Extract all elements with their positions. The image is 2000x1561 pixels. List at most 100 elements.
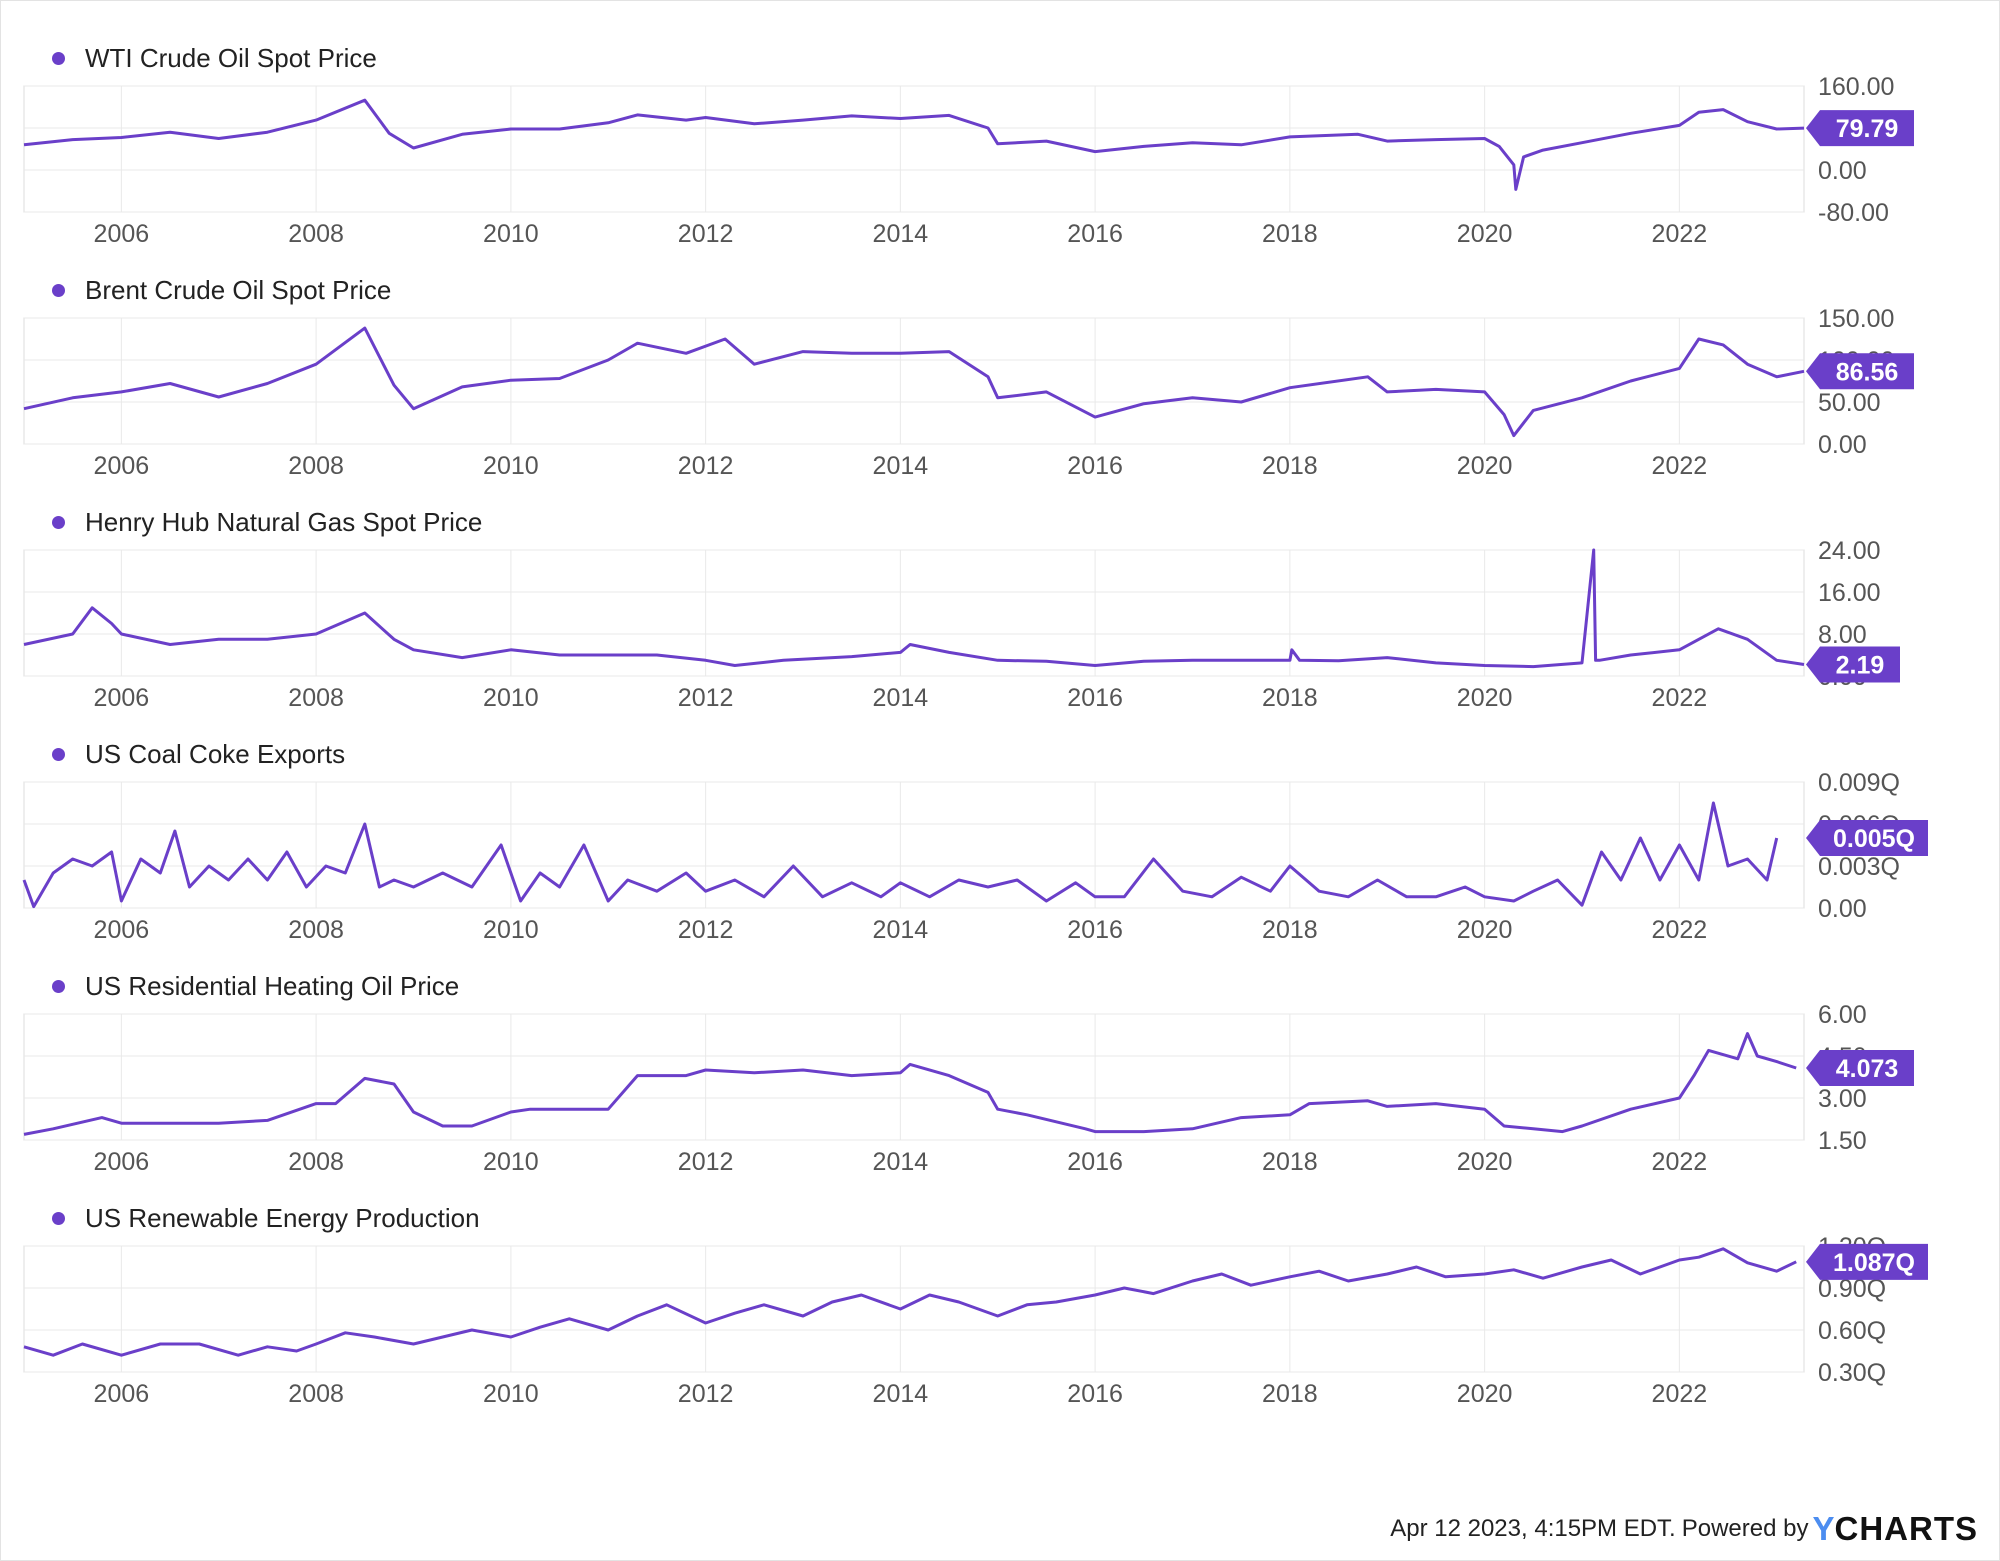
legend[interactable]: WTI Crude Oil Spot Price (52, 38, 377, 78)
y-tick-label: 150.00 (1818, 305, 1894, 333)
y-tick-label: 0.00 (1818, 157, 1867, 185)
badge-value: 0.005Q (1833, 825, 1915, 853)
last-value-badge: 1.087Q (1806, 1243, 1928, 1280)
series-line[interactable] (23, 548, 1805, 669)
badge-shape (1806, 820, 1928, 856)
x-tick-label: 2010 (483, 1148, 539, 1176)
x-tick-label: 2020 (1457, 1148, 1513, 1176)
x-tick-label: 2006 (94, 1148, 150, 1176)
y-tick-label: 0.60Q (1818, 1317, 1886, 1345)
legend[interactable]: US Renewable Energy Production (52, 1198, 480, 1238)
chart-panel-6: US Renewable Energy Production1.20Q0.90Q… (0, 1198, 2000, 1430)
x-tick-label: 2012 (678, 1148, 734, 1176)
x-tick-label: 2012 (678, 916, 734, 944)
x-tick-label: 2022 (1652, 684, 1708, 712)
legend[interactable]: Henry Hub Natural Gas Spot Price (52, 502, 482, 542)
badge-shape (1806, 1243, 1928, 1280)
legend-series-name: Henry Hub Natural Gas Spot Price (85, 506, 483, 537)
legend[interactable]: US Coal Coke Exports (52, 734, 345, 774)
x-tick-label: 2014 (873, 452, 929, 480)
ycharts-logo-y[interactable]: Y (1812, 1510, 1835, 1547)
x-tick-label: 2020 (1457, 220, 1513, 248)
y-tick-label: 16.00 (1818, 579, 1881, 607)
x-tick-label: 2016 (1067, 452, 1123, 480)
x-tick-label: 2006 (94, 1380, 150, 1408)
chart-panel-4: US Coal Coke Exports0.009Q0.006Q0.003Q0.… (0, 734, 2000, 966)
plot-area[interactable]: 6.004.503.001.50200620082010201220142016… (0, 966, 2000, 1198)
plot-area[interactable]: 0.009Q0.006Q0.003Q0.00200620082010201220… (0, 734, 2000, 966)
last-value-badge: 0.005Q (1806, 820, 1928, 856)
x-tick-label: 2018 (1262, 1380, 1318, 1408)
x-tick-label: 2012 (678, 684, 734, 712)
legend-series-name: US Renewable Energy Production (85, 1202, 480, 1233)
legend-dot-icon (52, 283, 65, 297)
x-tick-label: 2020 (1457, 1380, 1513, 1408)
y-tick-label: 24.00 (1818, 537, 1881, 565)
x-tick-label: 2018 (1262, 916, 1318, 944)
plot-border (23, 1245, 1805, 1373)
plot-area[interactable]: 1.20Q0.90Q0.60Q0.30Q20062008201020122014… (0, 1198, 2000, 1430)
x-tick-label: 2008 (288, 452, 344, 480)
plot-area[interactable]: 160.0080.000.00-80.002006200820102012201… (0, 38, 2000, 270)
x-tick-label: 2012 (678, 1380, 734, 1408)
y-tick-label: 0.30Q (1818, 1359, 1886, 1387)
x-tick-label: 2014 (873, 916, 929, 944)
x-tick-label: 2022 (1652, 1380, 1708, 1408)
plot-border (23, 549, 1805, 677)
y-tick-label: 0.00 (1818, 431, 1867, 459)
x-tick-label: 2006 (94, 916, 150, 944)
x-tick-label: 2012 (678, 452, 734, 480)
x-tick-label: 2010 (483, 916, 539, 944)
plot-area[interactable]: 150.00100.0050.000.002006200820102012201… (0, 270, 2000, 502)
legend-series-name: US Residential Heating Oil Price (85, 970, 460, 1001)
x-tick-label: 2014 (873, 1380, 929, 1408)
x-tick-label: 2018 (1262, 1148, 1318, 1176)
badge-shape (1806, 110, 1914, 147)
series-line[interactable] (23, 98, 1805, 191)
last-value-badge: 4.073 (1806, 1049, 1914, 1086)
last-value-badge: 2.19 (1806, 646, 1900, 683)
plot-border (23, 1013, 1805, 1141)
x-tick-label: 2022 (1652, 452, 1708, 480)
legend-dot-icon (52, 1211, 65, 1225)
y-tick-label: 160.00 (1818, 73, 1894, 101)
legend-dot-icon (52, 979, 65, 993)
legend[interactable]: US Residential Heating Oil Price (52, 966, 459, 1006)
legend-series-name: Brent Crude Oil Spot Price (85, 274, 392, 305)
y-tick-label: 8.00 (1818, 621, 1867, 649)
ycharts-logo-text[interactable]: CHARTS (1834, 1510, 1978, 1547)
y-tick-label: -80.00 (1818, 199, 1889, 227)
legend-series-name: US Coal Coke Exports (85, 738, 346, 769)
last-value-badge: 79.79 (1806, 110, 1914, 147)
x-tick-label: 2014 (873, 684, 929, 712)
x-tick-label: 2016 (1067, 684, 1123, 712)
x-tick-label: 2006 (94, 220, 150, 248)
legend-dot-icon (52, 747, 65, 761)
badge-shape (1806, 646, 1900, 683)
y-tick-label: 50.00 (1818, 389, 1881, 417)
x-tick-label: 2006 (94, 684, 150, 712)
y-tick-label: 6.00 (1818, 1001, 1867, 1029)
badge-value: 2.19 (1836, 652, 1885, 680)
x-tick-label: 2020 (1457, 916, 1513, 944)
badge-value: 86.56 (1836, 358, 1899, 386)
series-line[interactable] (23, 326, 1805, 438)
x-tick-label: 2008 (288, 1380, 344, 1408)
y-tick-label: 1.50 (1818, 1127, 1867, 1155)
series-line[interactable] (22, 801, 1779, 909)
y-tick-label: 0.00 (1818, 895, 1867, 923)
x-tick-label: 2020 (1457, 452, 1513, 480)
x-tick-label: 2018 (1262, 452, 1318, 480)
plot-border (23, 85, 1805, 213)
series-line[interactable] (23, 1247, 1797, 1357)
x-tick-label: 2010 (483, 452, 539, 480)
x-tick-label: 2016 (1067, 1380, 1123, 1408)
legend-series-name: WTI Crude Oil Spot Price (85, 42, 377, 73)
legend[interactable]: Brent Crude Oil Spot Price (52, 270, 391, 310)
x-tick-label: 2016 (1067, 916, 1123, 944)
plot-area[interactable]: 24.0016.008.000.002006200820102012201420… (0, 502, 2000, 734)
series-line[interactable] (23, 1032, 1797, 1136)
x-tick-label: 2008 (288, 1148, 344, 1176)
x-tick-label: 2010 (483, 1380, 539, 1408)
x-tick-label: 2006 (94, 452, 150, 480)
